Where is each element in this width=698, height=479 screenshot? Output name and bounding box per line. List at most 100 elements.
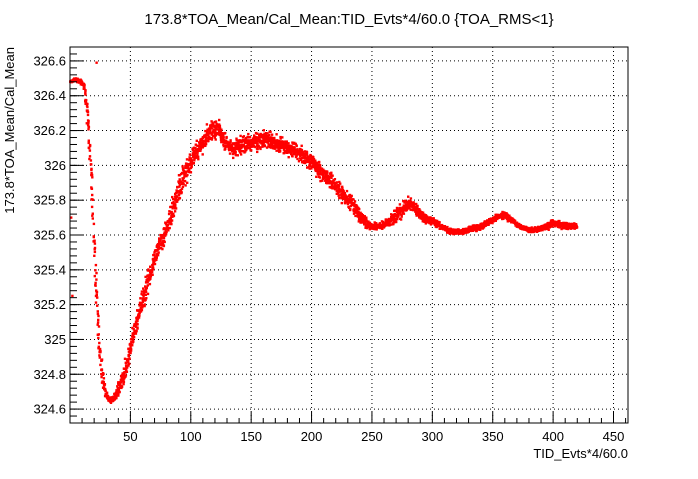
data-point: [252, 145, 256, 148]
data-point: [105, 394, 108, 398]
data-point: [347, 198, 350, 201]
data-point: [405, 209, 408, 212]
data-point: [259, 146, 262, 149]
data-point: [303, 153, 306, 156]
data-point: [343, 197, 346, 201]
data-point: [146, 292, 150, 296]
data-point: [116, 385, 119, 388]
data-point: [162, 236, 166, 240]
data-point: [191, 162, 194, 165]
data-point: [301, 151, 305, 154]
data-point: [199, 147, 203, 151]
data-point: [364, 226, 367, 229]
data-point: [310, 165, 313, 168]
data-point: [109, 401, 113, 404]
data-point: [513, 220, 517, 223]
data-point: [159, 246, 163, 250]
data-point: [125, 370, 129, 373]
data-point: [485, 223, 488, 227]
data-point: [486, 219, 489, 222]
data-point: [159, 239, 162, 242]
data-point: [245, 145, 248, 148]
data-point: [241, 150, 244, 153]
data-point: [95, 278, 98, 281]
data-point: [224, 141, 227, 144]
data-point: [304, 155, 307, 159]
data-point: [336, 189, 339, 192]
data-point: [237, 141, 241, 144]
data-point: [312, 165, 315, 169]
data-point: [71, 294, 74, 298]
data-point: [256, 139, 260, 142]
data-point: [492, 219, 496, 223]
data-point: [399, 210, 402, 213]
data-point: [97, 318, 100, 322]
data-point: [96, 323, 99, 326]
data-point: [388, 220, 391, 223]
data-point: [306, 155, 309, 158]
data-point: [305, 151, 309, 154]
data-point: [338, 194, 341, 197]
data-point: [375, 228, 378, 231]
data-point: [204, 135, 207, 138]
data-point: [335, 181, 339, 184]
data-point: [190, 165, 193, 169]
data-point: [346, 202, 350, 206]
data-point: [182, 169, 186, 173]
data-point: [512, 218, 515, 222]
data-point: [261, 134, 264, 138]
data-point: [147, 268, 150, 271]
data-point: [96, 321, 100, 324]
data-point: [156, 254, 160, 257]
data-point: [269, 139, 272, 143]
data-point: [234, 147, 238, 151]
data-point: [123, 367, 126, 370]
data-point: [245, 139, 248, 142]
data-point: [355, 204, 358, 207]
data-point: [334, 182, 337, 186]
data-point: [179, 188, 182, 192]
data-point: [275, 133, 278, 136]
data-point: [114, 396, 118, 400]
data-point: [153, 253, 156, 257]
data-point: [91, 214, 94, 217]
data-point: [238, 139, 241, 142]
data-point: [183, 174, 187, 177]
data-point: [295, 154, 298, 157]
data-point: [211, 121, 214, 124]
y-tick-label: 326.6: [33, 53, 66, 68]
data-point: [255, 147, 259, 150]
data-point: [272, 144, 276, 148]
data-point: [491, 221, 494, 225]
data-point: [338, 196, 341, 200]
data-point: [410, 201, 414, 204]
data-point: [186, 173, 189, 177]
data-point: [483, 220, 486, 223]
data-point: [352, 198, 355, 201]
data-point: [96, 296, 99, 299]
data-point: [210, 133, 214, 136]
data-point: [355, 209, 358, 212]
data-point: [446, 225, 449, 229]
data-point: [98, 356, 101, 359]
data-point: [130, 335, 134, 338]
data-point: [467, 230, 470, 233]
data-point: [506, 220, 509, 223]
data-point: [408, 205, 411, 208]
data-point: [158, 237, 161, 240]
data-point: [258, 140, 262, 143]
data-point: [95, 291, 98, 294]
data-point: [402, 199, 405, 203]
data-point: [96, 304, 99, 307]
data-point: [206, 140, 209, 143]
data-point: [330, 183, 334, 187]
data-point: [284, 140, 287, 143]
data-point: [282, 148, 286, 151]
data-point: [170, 210, 173, 214]
data-point: [218, 127, 222, 130]
data-point: [218, 118, 221, 122]
data-point: [219, 136, 222, 139]
data-point: [193, 159, 196, 162]
data-point: [386, 224, 389, 227]
chart-title: 173.8*TOA_Mean/Cal_Mean:TID_Evts*4/60.0 …: [144, 11, 553, 28]
